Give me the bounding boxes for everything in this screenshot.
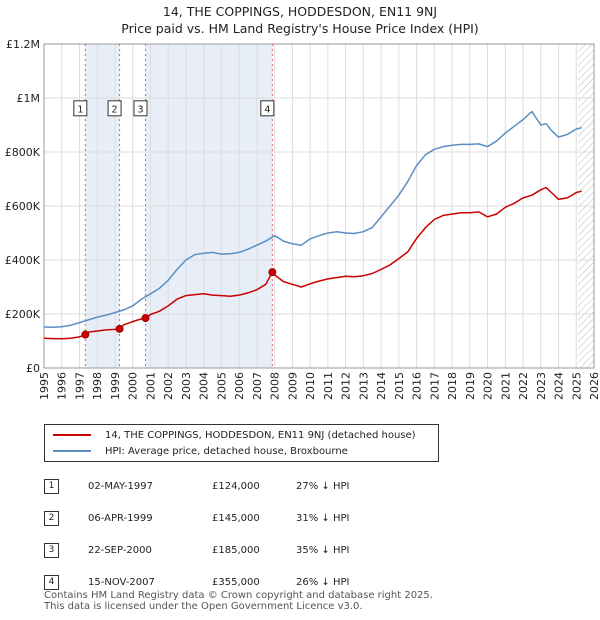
x-tick-label: 2001	[144, 372, 157, 400]
sale-hpi-diff: 27% ↓ HPI	[296, 480, 350, 492]
sale-price: £355,000	[212, 576, 260, 588]
y-tick-label: £1M	[17, 92, 41, 105]
legend-swatch-property	[53, 434, 91, 436]
sale-hpi-diff: 31% ↓ HPI	[296, 512, 350, 524]
x-tick-label: 1996	[56, 372, 69, 400]
legend-item-hpi: HPI: Average price, detached house, Brox…	[53, 444, 348, 458]
property-price-line	[43, 186, 582, 340]
transactions-table: 1 02-MAY-1997 £124,000 27% ↓ HPI 2 06-AP…	[44, 470, 349, 598]
hpi-line	[43, 110, 582, 328]
footer-copyright: Contains HM Land Registry data © Crown c…	[44, 590, 433, 601]
x-tick-label: 2006	[233, 372, 246, 400]
x-tick-label: 2003	[180, 372, 193, 400]
x-tick-label: 2021	[499, 372, 512, 400]
y-tick-label: £1.2M	[6, 38, 40, 51]
x-tick-label: 2025	[570, 372, 583, 400]
table-row: 4 15-NOV-2007 £355,000 26% ↓ HPI	[44, 566, 349, 598]
sale-hpi-diff: 35% ↓ HPI	[296, 544, 350, 556]
x-tick-label: 2004	[198, 372, 211, 400]
x-tick-label: 1995	[38, 372, 51, 400]
x-tick-label: 2019	[464, 372, 477, 400]
y-tick-label: £400K	[5, 254, 41, 267]
sale-badge: 1	[44, 478, 59, 494]
x-tick-label: 2026	[588, 372, 600, 400]
x-tick-label: 2013	[357, 372, 370, 400]
sale-price: £145,000	[212, 512, 260, 524]
x-tick-label: 2022	[517, 372, 530, 400]
sale-date: 22-SEP-2000	[88, 544, 152, 556]
chart-title: 14, THE COPPINGS, HODDESDON, EN11 9NJ	[162, 4, 438, 19]
x-tick-label: 1998	[91, 372, 104, 400]
x-tick-label: 2020	[482, 372, 495, 400]
sale-label-box	[260, 100, 275, 117]
sale-price: £124,000	[212, 480, 260, 492]
sale-hpi-diff: 26% ↓ HPI	[296, 576, 350, 588]
x-tick-label: 2017	[428, 372, 441, 400]
x-tick-label: 2023	[535, 372, 548, 400]
sale-date: 02-MAY-1997	[88, 480, 154, 492]
y-tick-label: £800K	[5, 146, 41, 159]
x-tick-label: 2014	[375, 372, 388, 400]
legend-label-hpi: HPI: Average price, detached house, Brox…	[105, 445, 348, 457]
price-chart: £0 £200K £400K £600K £800K £1M £1.2M 1995 1996 19…	[5, 38, 600, 400]
sale-label-number: 1	[77, 104, 83, 115]
legend: 14, THE COPPINGS, HODDESDON, EN11 9NJ (d…	[44, 424, 439, 462]
x-tick-label: 2012	[340, 372, 353, 400]
x-tick-label: 2009	[286, 372, 299, 400]
sale-date: 15-NOV-2007	[88, 576, 155, 588]
legend-swatch-hpi	[53, 450, 91, 452]
x-tick-label: 2007	[251, 372, 264, 400]
x-tick-label: 2024	[553, 372, 566, 400]
x-tick-label: 2018	[446, 372, 459, 400]
sale-point	[81, 330, 90, 339]
x-tick-label: 2011	[322, 372, 335, 400]
table-row: 1 02-MAY-1997 £124,000 27% ↓ HPI	[44, 470, 349, 502]
legend-label-property: 14, THE COPPINGS, HODDESDON, EN11 9NJ (d…	[105, 429, 416, 441]
sale-date: 06-APR-1999	[88, 512, 153, 524]
table-row: 2 06-APR-1999 £145,000 31% ↓ HPI	[44, 502, 349, 534]
table-row: 3 22-SEP-2000 £185,000 35% ↓ HPI	[44, 534, 349, 566]
y-tick-label: £600K	[5, 200, 41, 213]
sale-label-number: 3	[137, 104, 143, 115]
footer-licence: This data is licensed under the Open Gov…	[44, 601, 363, 612]
x-tick-label: 2002	[162, 372, 175, 400]
plot-frame	[43, 43, 595, 369]
y-tick-label: £200K	[5, 308, 41, 321]
x-tick-label: 2016	[411, 372, 424, 400]
x-tick-label: 2005	[215, 372, 228, 400]
x-tick-label: 2015	[393, 372, 406, 400]
sale-label-box	[133, 100, 148, 117]
sale-price: £185,000	[212, 544, 260, 556]
sale-label-number: 2	[112, 104, 118, 115]
sale-point	[115, 324, 124, 333]
x-tick-label: 1999	[109, 372, 122, 400]
sale-point	[141, 314, 150, 323]
sale-label-box	[73, 100, 88, 117]
sale-badge: 2	[44, 510, 59, 526]
x-tick-label: 2008	[269, 372, 282, 400]
x-tick-label: 1997	[73, 372, 86, 400]
footer: Contains HM Land Registry data © Crown c…	[44, 590, 433, 612]
y-tick-label: £0	[26, 362, 40, 375]
sale-label-number: 4	[264, 104, 270, 115]
sale-badge: 3	[44, 542, 59, 558]
sale-point	[268, 268, 277, 277]
x-tick-label: 2000	[127, 372, 140, 400]
sale-label-box	[107, 100, 122, 117]
x-tick-label: 2010	[304, 372, 317, 400]
sale-badge: 4	[44, 574, 59, 590]
chart-subtitle: Price paid vs. HM Land Registry's House …	[121, 21, 479, 36]
legend-item-property: 14, THE COPPINGS, HODDESDON, EN11 9NJ (d…	[53, 428, 416, 442]
